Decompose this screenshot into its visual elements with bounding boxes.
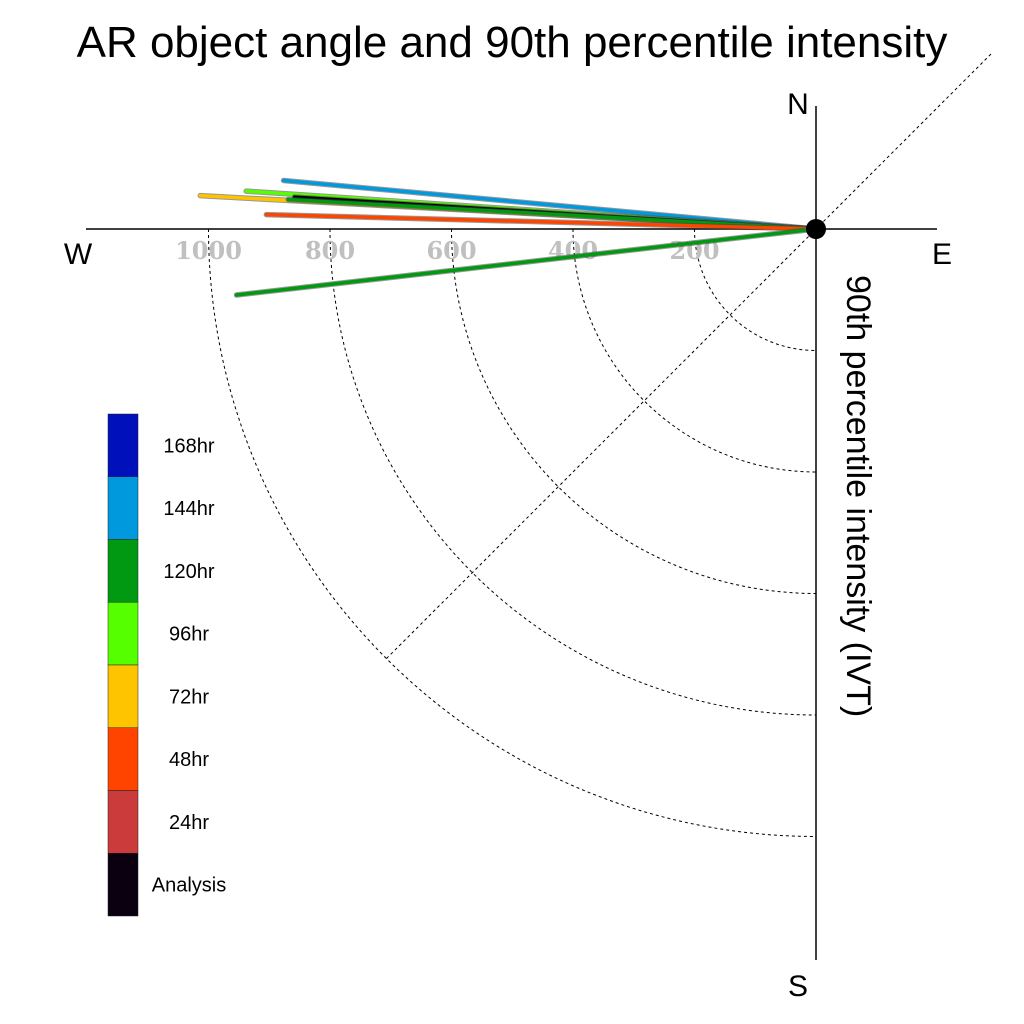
legend-swatch	[107, 539, 139, 603]
compass-south: S	[788, 970, 808, 1003]
legend: 168hr 144hr 120hr 96hr 72hr 48hr 24hr Analysis	[107, 413, 226, 917]
chart-title: AR object angle and 90th percentile inte…	[77, 18, 948, 67]
y-axis-label: 90th percentile intensity (IVT)	[839, 275, 877, 717]
compass-north: N	[787, 88, 809, 121]
legend-label: 48hr	[169, 749, 209, 771]
legend-label: Analysis	[152, 875, 226, 897]
grid-arc	[572, 228, 817, 473]
legend-swatch	[107, 790, 139, 854]
vector-lines	[197, 177, 819, 298]
legend-swatch	[107, 476, 139, 540]
compass-west: W	[64, 238, 93, 271]
polar-grid	[208, 53, 992, 837]
legend-label: 144hr	[163, 498, 214, 520]
legend-swatch	[107, 853, 139, 917]
compass-east: E	[932, 238, 952, 271]
legend-label: 120hr	[163, 561, 214, 583]
grid-diagonal	[386, 53, 992, 659]
origin-marker	[806, 219, 826, 239]
grid-arc	[329, 228, 817, 716]
vector-line	[264, 212, 818, 231]
legend-swatch	[107, 664, 139, 728]
legend-swatch	[107, 727, 139, 791]
legend-label: 168hr	[163, 435, 214, 457]
vector-line	[234, 227, 818, 297]
radial-tick-label: 1000	[175, 236, 242, 265]
legend-swatch	[107, 602, 139, 666]
grid-arc	[451, 228, 817, 594]
legend-label: 72hr	[169, 686, 209, 708]
legend-label: 96hr	[169, 624, 209, 646]
radial-tick-label: 800	[305, 236, 355, 265]
legend-swatch	[107, 413, 139, 477]
grid-arc	[208, 228, 817, 837]
radial-tick-label: 600	[426, 236, 476, 265]
grid-arc	[694, 228, 817, 351]
legend-label: 24hr	[169, 812, 209, 834]
